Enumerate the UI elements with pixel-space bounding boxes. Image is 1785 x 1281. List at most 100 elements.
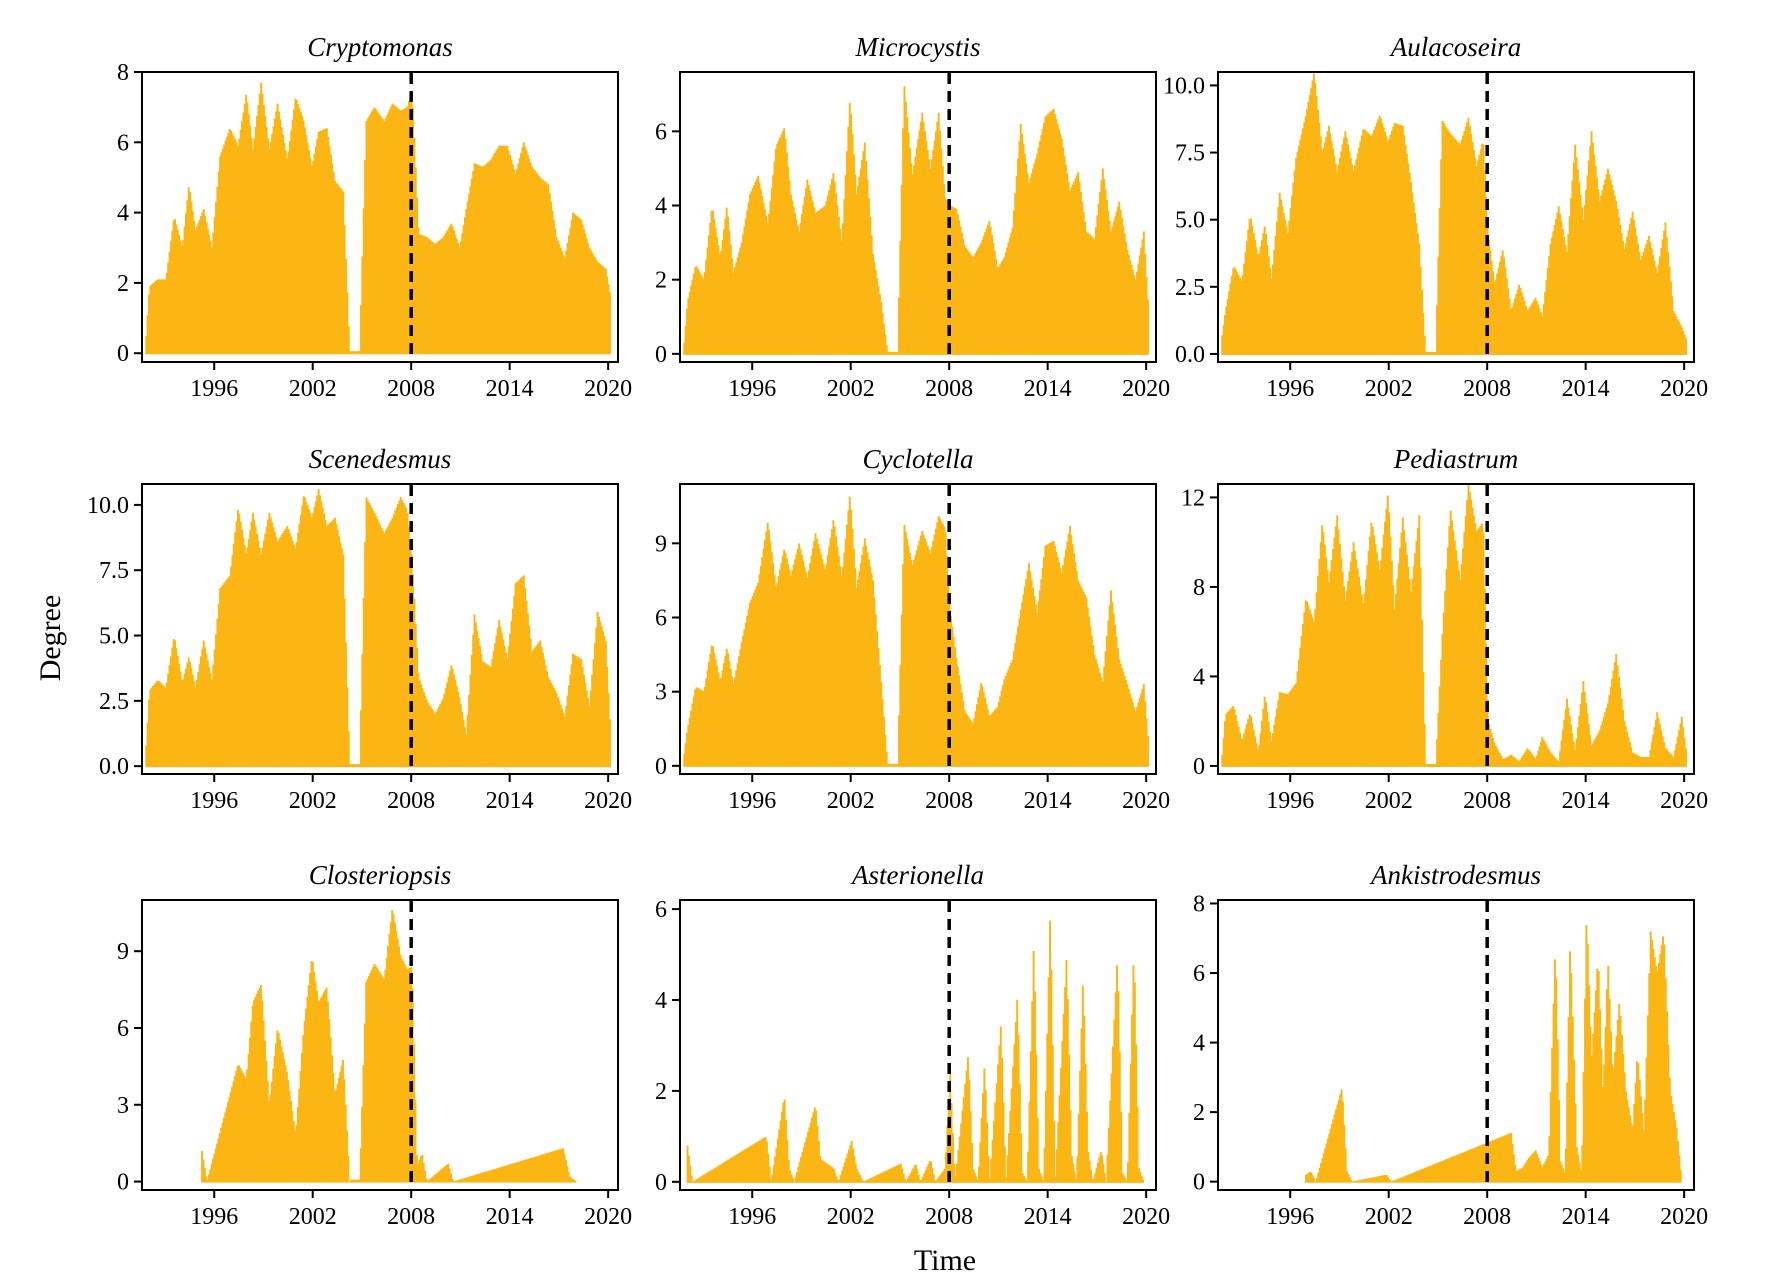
x-tick-label: 2020	[584, 788, 632, 814]
bar	[552, 687, 555, 768]
bar	[1062, 147, 1065, 355]
bar	[1101, 168, 1104, 355]
bar	[1351, 164, 1354, 355]
bar	[425, 700, 428, 768]
bar	[232, 1081, 235, 1183]
bar	[1004, 252, 1007, 355]
bar	[997, 1064, 1000, 1183]
x-tick-label: 1996	[1266, 788, 1314, 814]
bar	[1241, 274, 1244, 355]
bar	[243, 1075, 246, 1183]
bar	[820, 208, 823, 355]
bar	[487, 665, 490, 768]
bar	[1648, 973, 1651, 1183]
bar	[1589, 145, 1592, 355]
bar	[1682, 330, 1685, 355]
bar	[277, 539, 280, 768]
bar	[1676, 736, 1679, 767]
bar	[1389, 1180, 1392, 1183]
bar	[295, 1124, 298, 1183]
bar	[1048, 543, 1051, 767]
bar	[413, 598, 416, 768]
bar	[980, 1117, 983, 1183]
bar	[830, 1166, 833, 1183]
bar	[1638, 756, 1641, 767]
bar	[1620, 698, 1623, 767]
bar	[880, 681, 883, 767]
bar	[1562, 1168, 1565, 1183]
bar	[1541, 736, 1544, 767]
bar	[448, 1168, 451, 1183]
bar	[895, 763, 898, 767]
bar	[1116, 965, 1119, 1183]
bar	[754, 589, 757, 767]
bar	[1101, 1155, 1103, 1183]
bar	[1460, 140, 1463, 355]
bar	[258, 547, 261, 768]
bar	[753, 185, 756, 355]
bar	[1371, 526, 1374, 767]
bar	[246, 1069, 249, 1183]
bar	[1306, 109, 1309, 355]
bar	[158, 279, 161, 355]
bar	[903, 86, 906, 355]
bar	[1596, 968, 1599, 1183]
bar	[1379, 118, 1382, 355]
bar	[1396, 578, 1399, 767]
bar	[293, 109, 295, 355]
bar	[504, 1165, 507, 1183]
bar	[448, 671, 451, 768]
bar	[1610, 1031, 1612, 1183]
bar	[1641, 1112, 1644, 1183]
bar	[292, 1121, 295, 1183]
bar	[872, 580, 875, 767]
bar	[346, 686, 349, 768]
bar	[1015, 634, 1018, 767]
bar	[925, 1167, 928, 1183]
bar	[1403, 1176, 1406, 1183]
bar	[945, 1152, 948, 1183]
bar	[470, 178, 473, 355]
bar	[186, 200, 189, 355]
bar	[1512, 302, 1515, 355]
bar	[922, 122, 925, 355]
bar	[224, 140, 227, 355]
bar	[1604, 712, 1607, 767]
bar	[920, 1179, 923, 1183]
bar	[1644, 1099, 1647, 1183]
bar	[826, 195, 829, 355]
bar	[306, 996, 309, 1183]
bar	[1379, 560, 1382, 767]
bar-series	[686, 920, 1145, 1183]
bar	[467, 1176, 470, 1183]
bar	[1658, 724, 1661, 767]
bar	[1397, 563, 1400, 767]
bar	[730, 1157, 733, 1183]
bar	[1423, 1167, 1426, 1183]
bar	[828, 1165, 831, 1183]
bar	[1027, 563, 1030, 767]
bar	[547, 1152, 550, 1183]
bar	[179, 671, 182, 768]
bar	[874, 614, 877, 767]
bar	[500, 1166, 503, 1183]
x-tick-label: 1996	[190, 1204, 238, 1230]
x-tick-label: 2014	[1024, 376, 1072, 402]
bar	[936, 1178, 939, 1183]
bar	[850, 114, 853, 355]
bar	[1605, 174, 1608, 355]
bar	[331, 520, 334, 768]
bar	[360, 304, 362, 355]
bar	[1421, 1169, 1424, 1183]
bar	[517, 580, 520, 768]
bar	[1119, 209, 1122, 355]
bar	[310, 961, 313, 1183]
bar	[241, 121, 243, 355]
bar	[1282, 693, 1285, 767]
bar	[333, 1090, 336, 1183]
bar	[988, 715, 991, 767]
bar	[606, 666, 609, 768]
bar	[1470, 133, 1473, 355]
bar	[741, 1151, 744, 1183]
